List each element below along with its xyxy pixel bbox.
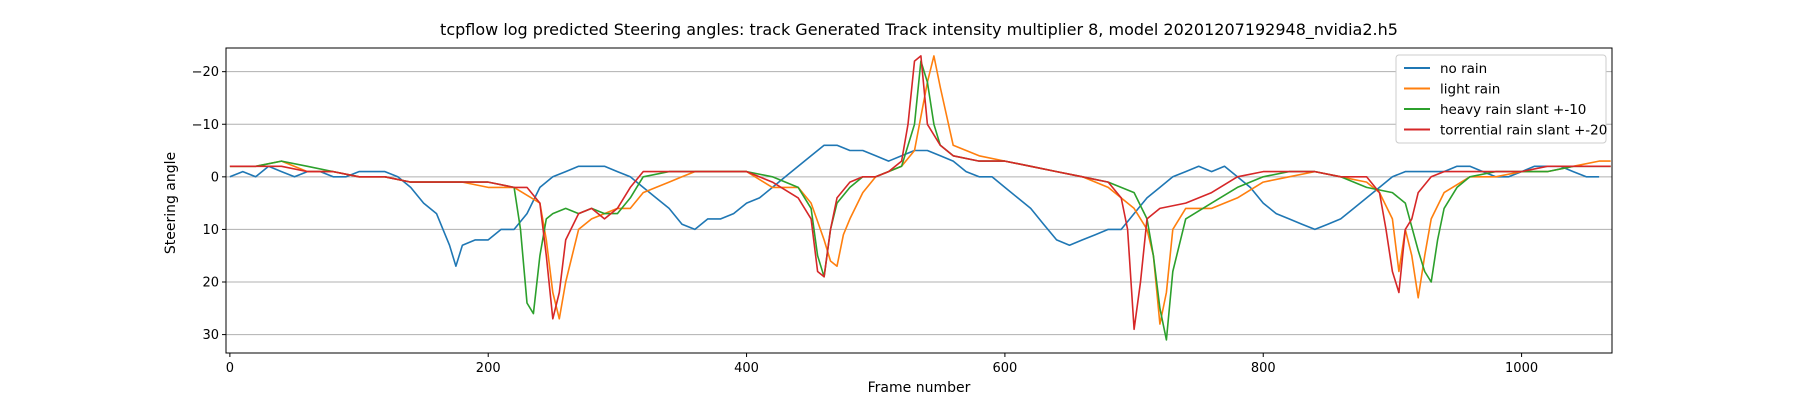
legend: no rain light rain heavy rain slant +-10 to… [1395,54,1607,144]
y-tick-label-2: 0 [211,170,219,185]
legend-label-0: no rain [1440,61,1487,77]
y-tick-label-5: 30 [202,328,219,343]
y-tick-label-3: 10 [202,223,219,238]
y-axis-ticks: −20 −10 0 10 20 30 [192,65,226,343]
y-tick-label-4: 20 [202,276,219,291]
series-line-3 [229,55,1611,331]
gridlines [226,71,1612,336]
x-tick-label-1: 200 [476,361,501,376]
y-axis-label: Steering angle [163,152,179,254]
x-tick-label-3: 600 [992,361,1017,376]
y-tick-label-0: −20 [192,65,219,80]
series-line-1 [229,55,1611,325]
plot-frame [225,47,1613,354]
x-tick-label-5: 1000 [1505,361,1538,376]
series-line-2 [229,60,1611,341]
x-tick-label-0: 0 [226,361,234,376]
legend-label-2: heavy rain slant +-10 [1440,102,1586,118]
series-line-0 [229,144,1600,268]
legend-label-3: torrential rain slant +-20 [1440,123,1607,139]
chart-title: tcpflow log predicted Steering angles: t… [440,20,1398,40]
x-tick-label-2: 400 [734,361,759,376]
x-tick-label-4: 800 [1251,361,1276,376]
y-tick-label-1: −10 [192,118,219,133]
plot-lines [229,55,1611,341]
legend-box [1395,54,1607,144]
legend-label-1: light rain [1440,82,1500,98]
x-axis-label: Frame number [868,380,971,396]
x-axis-ticks: 0 200 400 600 800 1000 [226,353,1538,376]
